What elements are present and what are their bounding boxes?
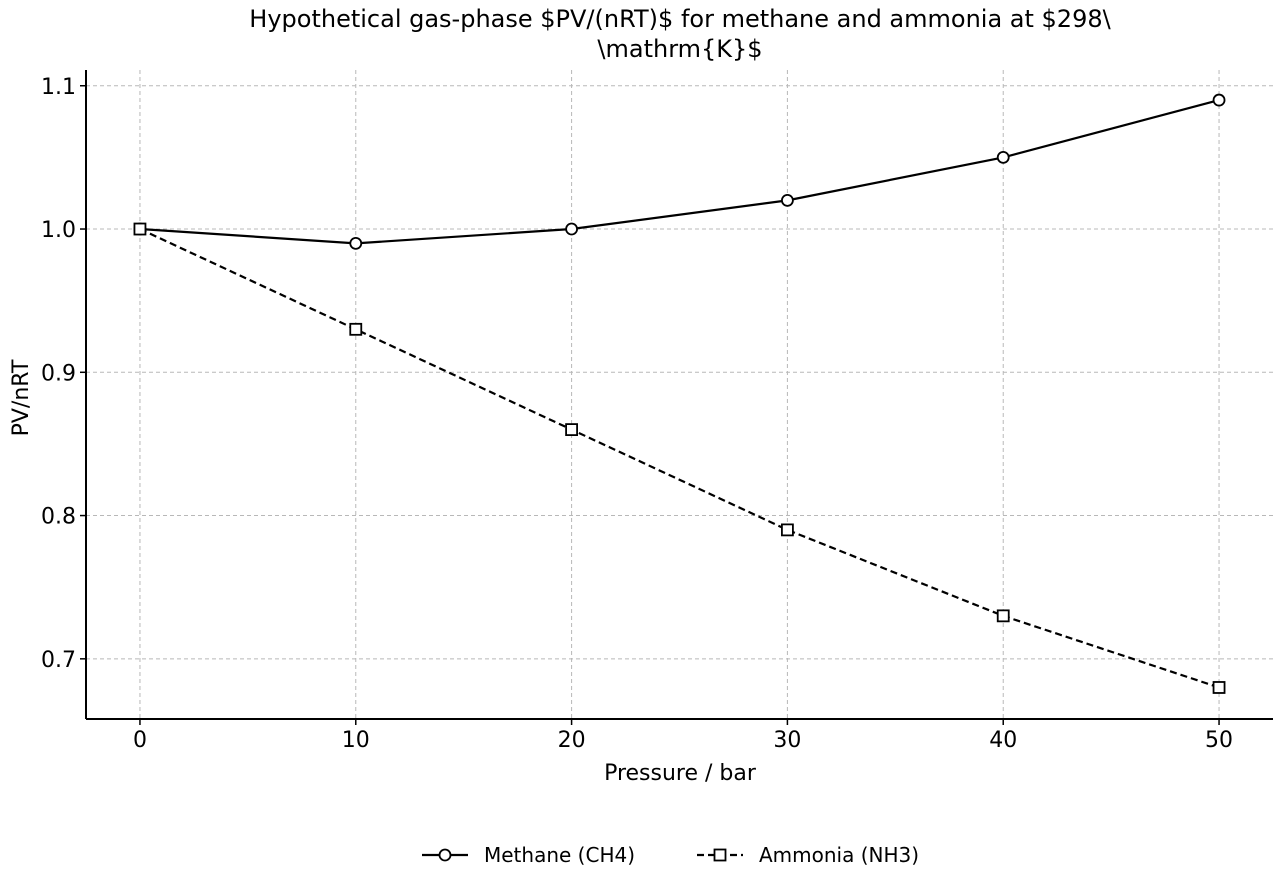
- y-axis-label: PV/nRT: [9, 359, 34, 436]
- data-point: [349, 236, 363, 250]
- series-layer: [133, 93, 1226, 694]
- y-tick-label: 1.0: [41, 218, 76, 243]
- x-tick-label: 10: [342, 728, 370, 753]
- axes: [85, 70, 1273, 720]
- legend-entry-2: Ammonia (NH3): [697, 843, 919, 867]
- legend-marker: [438, 848, 452, 862]
- data-point: [349, 322, 363, 336]
- legend-marker: [713, 848, 727, 862]
- chart-title-line-2: \mathrm{K}$: [597, 35, 762, 63]
- series-line-2: [139, 228, 1220, 689]
- y-tick-label: 0.8: [41, 505, 76, 530]
- x-tick-label: 50: [1205, 728, 1233, 753]
- data-point: [1212, 681, 1226, 694]
- data-point: [1212, 93, 1226, 107]
- legend: Methane (CH4) Ammonia (NH3): [422, 843, 919, 867]
- data-point: [781, 193, 794, 207]
- x-tick-label: 0: [133, 728, 147, 753]
- legend-label: Ammonia (NH3): [759, 843, 919, 867]
- grid: [86, 70, 1273, 719]
- chart-title: Hypothetical gas-phase $PV/(nRT)$ for me…: [249, 5, 1111, 63]
- y-tick-label: 0.9: [41, 361, 76, 386]
- x-tick-label: 40: [989, 728, 1017, 753]
- x-tick-label: 20: [558, 728, 586, 753]
- data-point: [133, 222, 147, 236]
- data-point: [996, 609, 1010, 623]
- legend-label: Methane (CH4): [484, 843, 635, 867]
- data-point: [565, 423, 578, 437]
- data-point: [781, 523, 794, 537]
- ticks: 0 10 20 30 40 50 0.7 0.8 0.9 1.0 1.1: [41, 75, 1233, 753]
- y-tick-label: 1.1: [41, 75, 76, 100]
- data-point: [565, 222, 578, 236]
- legend-entry-1: Methane (CH4): [422, 843, 635, 867]
- series-2: [133, 222, 1226, 694]
- chart-title-line-1: Hypothetical gas-phase $PV/(nRT)$ for me…: [249, 5, 1111, 33]
- series-line-1: [139, 99, 1220, 245]
- data-point: [996, 150, 1010, 164]
- x-tick-label: 30: [773, 728, 801, 753]
- x-axis-label: Pressure / bar: [604, 761, 757, 786]
- series-1: [133, 93, 1226, 250]
- y-tick-label: 0.7: [41, 648, 76, 673]
